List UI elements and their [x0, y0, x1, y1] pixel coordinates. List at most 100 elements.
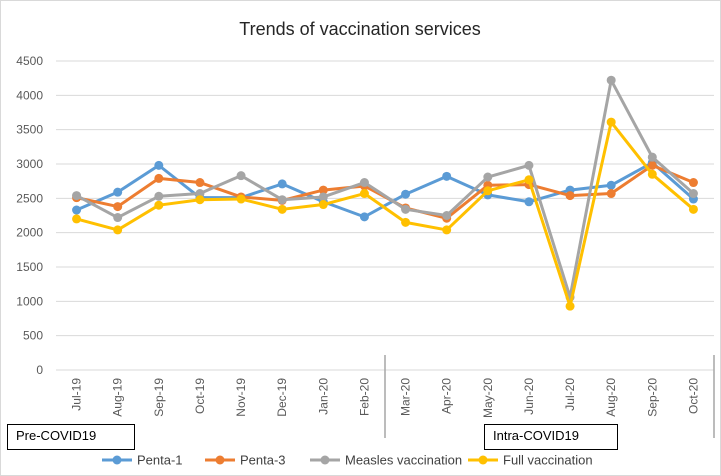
y-tick-label: 2500 [16, 191, 43, 205]
legend-marker [320, 455, 330, 465]
x-tick-label: Nov-19 [234, 378, 248, 417]
data-point [154, 191, 164, 201]
legend-label: Penta-3 [240, 453, 286, 468]
gridlines [56, 60, 714, 371]
data-point [442, 171, 452, 181]
series-3 [72, 117, 698, 311]
x-tick-label: Aug-20 [604, 378, 618, 417]
data-point [277, 195, 287, 205]
data-point [647, 160, 657, 170]
x-tick-label: Dec-19 [275, 378, 289, 417]
data-point [401, 189, 411, 199]
y-tick-label: 0 [36, 363, 43, 377]
data-point [236, 194, 246, 204]
data-point [195, 178, 205, 188]
series-line [75, 78, 695, 299]
data-point [113, 202, 123, 212]
data-point [154, 200, 164, 210]
data-point [524, 197, 534, 207]
x-tick-label: Feb-20 [357, 378, 371, 416]
data-point [688, 204, 698, 214]
data-point [72, 191, 82, 201]
x-tick-label: Mar-20 [399, 378, 413, 416]
x-tick-label: Aug-19 [111, 378, 125, 417]
data-point [565, 191, 575, 201]
series-2 [72, 75, 698, 302]
data-point [606, 180, 616, 190]
y-tick-label: 1500 [16, 260, 43, 274]
intra-covid-label: Intra-COVID19 [484, 424, 618, 450]
data-point [524, 160, 534, 170]
x-tick-label: Jul-20 [563, 378, 577, 411]
legend-item: Measles vaccination [310, 453, 462, 468]
data-point [236, 171, 246, 181]
data-point [606, 189, 616, 199]
y-tick-label: 1000 [16, 294, 43, 308]
legend-marker [215, 455, 225, 465]
x-tick-label: May-20 [481, 378, 495, 418]
y-tick-label: 2000 [16, 226, 43, 240]
legend-item: Penta-3 [205, 453, 286, 468]
legend-label: Full vaccination [503, 453, 593, 468]
data-point [401, 204, 411, 214]
legend-marker [112, 455, 122, 465]
data-point [565, 301, 575, 311]
y-tick-label: 500 [23, 329, 43, 343]
y-tick-label: 3500 [16, 123, 43, 137]
legend-label: Measles vaccination [345, 453, 462, 468]
y-tick-label: 3000 [16, 157, 43, 171]
period-dividers [384, 355, 715, 438]
y-tick-label: 4000 [16, 88, 43, 102]
data-point [154, 173, 164, 183]
x-tick-label: Jun-20 [522, 378, 536, 415]
x-tick-label: Sep-20 [645, 378, 659, 417]
data-point [195, 189, 205, 199]
data-point [606, 117, 616, 127]
legend: Penta-1 Penta-3 Measles vaccination Full va… [102, 453, 593, 468]
legend-item: Penta-1 [102, 453, 183, 468]
chart-title: Trends of vaccination services [239, 19, 480, 39]
data-point [195, 195, 205, 205]
data-point [483, 172, 493, 182]
data-point [688, 178, 698, 188]
y-tick-label: 4500 [16, 54, 43, 68]
data-point [401, 217, 411, 227]
data-point [154, 160, 164, 170]
data-point [113, 225, 123, 235]
data-point [647, 169, 657, 179]
x-tick-label: Jul-19 [70, 378, 84, 411]
data-point [483, 186, 493, 196]
pre-covid-label: Pre-COVID19 [7, 424, 135, 450]
x-tick-label: Oct-20 [686, 378, 700, 414]
legend-marker [478, 455, 488, 465]
data-point [72, 214, 82, 224]
y-axis-ticks: 0 500 1000 1500 2000 2500 3000 3500 4000 4500 [16, 54, 43, 377]
data-point [442, 211, 452, 220]
x-tick-label: Oct-19 [193, 378, 207, 414]
data-point [359, 178, 369, 188]
series-lines [72, 75, 698, 311]
data-point [113, 187, 123, 197]
series-line [76, 120, 695, 308]
data-point [359, 212, 369, 222]
data-point [647, 152, 657, 162]
data-point [524, 175, 534, 185]
data-point [318, 185, 328, 195]
x-axis-ticks: Jul-19 Aug-19 Sep-19 Oct-19 Nov-19 Dec-19 Jan-… [70, 378, 701, 418]
data-point [442, 225, 452, 235]
data-point [318, 200, 328, 210]
x-tick-label: Jan-20 [316, 378, 330, 415]
data-point [277, 204, 287, 214]
data-point [113, 213, 123, 223]
data-point [72, 205, 82, 215]
legend-label: Penta-1 [137, 453, 183, 468]
data-point [688, 189, 698, 199]
x-tick-label: Sep-19 [152, 378, 166, 417]
x-tick-label: Apr-20 [440, 378, 454, 414]
data-point [277, 179, 287, 189]
legend-item: Full vaccination [468, 453, 593, 468]
data-point [359, 189, 369, 199]
data-point [606, 75, 616, 85]
series-0 [72, 158, 698, 222]
